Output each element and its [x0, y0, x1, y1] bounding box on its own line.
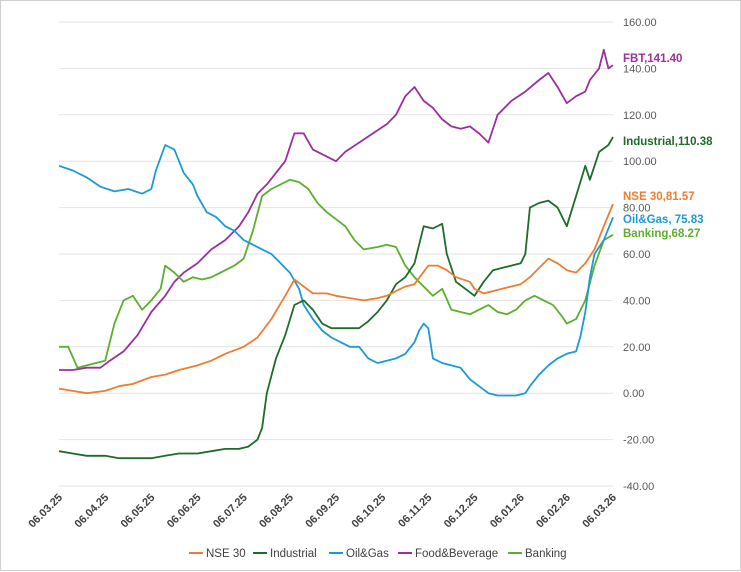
x-tick-label: 06.12.25 — [442, 492, 481, 531]
legend-label: Industrial — [270, 548, 317, 560]
x-tick-label: 06.10.25 — [350, 492, 389, 531]
x-tick: 06.07.25 — [211, 492, 250, 531]
x-tick: 06.09.25 — [303, 492, 342, 531]
legend-item: Food&Beverage — [398, 548, 498, 560]
x-tick-label: 06.03.25 — [26, 492, 65, 531]
legend-item: Oil&Gas — [329, 548, 389, 560]
legend-label: Banking — [525, 548, 567, 560]
x-tick-label: 06.11.25 — [396, 492, 434, 530]
legend-label: Food&Beverage — [415, 548, 498, 560]
y-tick-label: 80.00 — [623, 203, 651, 215]
x-tick: 06.06.25 — [165, 492, 204, 531]
series-line-food-beverage — [59, 48, 614, 371]
y-tick-label: -20.00 — [623, 435, 654, 447]
x-tick-label: 06.08.25 — [257, 492, 296, 531]
x-tick: 06.03.25 — [26, 492, 65, 531]
legend-label: Oil&Gas — [346, 548, 389, 560]
x-tick: 06.04.25 — [73, 492, 112, 531]
legend: NSE 30 Industrial Oil&Gas Food&Beverage Bank… — [189, 548, 567, 560]
x-axis-ticks: 06.03.25 06.04.25 06.05.25 06.06.25 06.07.25… — [26, 492, 619, 531]
y-tick-label: 60.00 — [623, 249, 651, 261]
x-tick: 06.02.26 — [534, 492, 573, 531]
x-tick: 06.10.25 — [350, 492, 389, 531]
legend-item: Industrial — [253, 548, 317, 560]
y-axis-ticks: -40.00 -20.00 0.00 20.00 40.00 60.00 80.00 100.… — [623, 17, 657, 493]
series-line-banking — [59, 178, 614, 369]
series-end-labels: NSE 30,81.57 Industrial,110.38 Oil&Gas, 75… — [623, 53, 713, 240]
y-tick-label: -40.00 — [623, 481, 654, 493]
y-tick-label: 0.00 — [623, 388, 644, 400]
end-label-nse-30: NSE 30,81.57 — [623, 191, 695, 203]
x-tick: 06.01.26 — [488, 492, 527, 531]
x-tick: 06.11.25 — [396, 492, 434, 530]
gridlines — [59, 21, 613, 487]
legend-item: Banking — [508, 548, 567, 560]
legend-item: NSE 30 — [189, 548, 246, 560]
y-tick-label: 20.00 — [623, 342, 651, 354]
series-lines — [58, 48, 614, 460]
x-tick-label: 06.07.25 — [211, 492, 250, 531]
y-tick-label: 40.00 — [623, 295, 651, 307]
series-line-nse-30 — [58, 203, 614, 395]
y-tick-label: 120.00 — [623, 110, 657, 122]
x-tick: 06.08.25 — [257, 492, 296, 531]
series-line-oil-gas — [58, 144, 614, 397]
end-label-food-beverage: FBT,141.40 — [623, 53, 682, 65]
end-label-oil-gas: Oil&Gas, 75.83 — [623, 214, 704, 226]
x-tick-label: 06.06.25 — [165, 492, 204, 531]
x-tick-label: 06.01.26 — [488, 492, 527, 531]
x-tick-label: 06.03.26 — [580, 492, 619, 531]
x-tick: 06.12.25 — [442, 492, 481, 531]
end-label-industrial: Industrial,110.38 — [623, 136, 713, 148]
y-tick-label: 160.00 — [623, 17, 657, 29]
x-tick: 06.03.26 — [580, 492, 619, 531]
series-line-industrial — [58, 136, 614, 460]
y-tick-label: 140.00 — [623, 63, 657, 75]
legend-label: NSE 30 — [206, 548, 246, 560]
x-tick-label: 06.02.26 — [534, 492, 573, 531]
end-label-banking: Banking,68.27 — [623, 228, 700, 240]
x-tick-label: 06.09.25 — [303, 492, 342, 531]
x-tick-label: 06.04.25 — [73, 492, 112, 531]
x-tick: 06.05.25 — [119, 492, 158, 531]
x-tick-label: 06.05.25 — [119, 492, 158, 531]
y-tick-label: 100.00 — [623, 156, 657, 168]
